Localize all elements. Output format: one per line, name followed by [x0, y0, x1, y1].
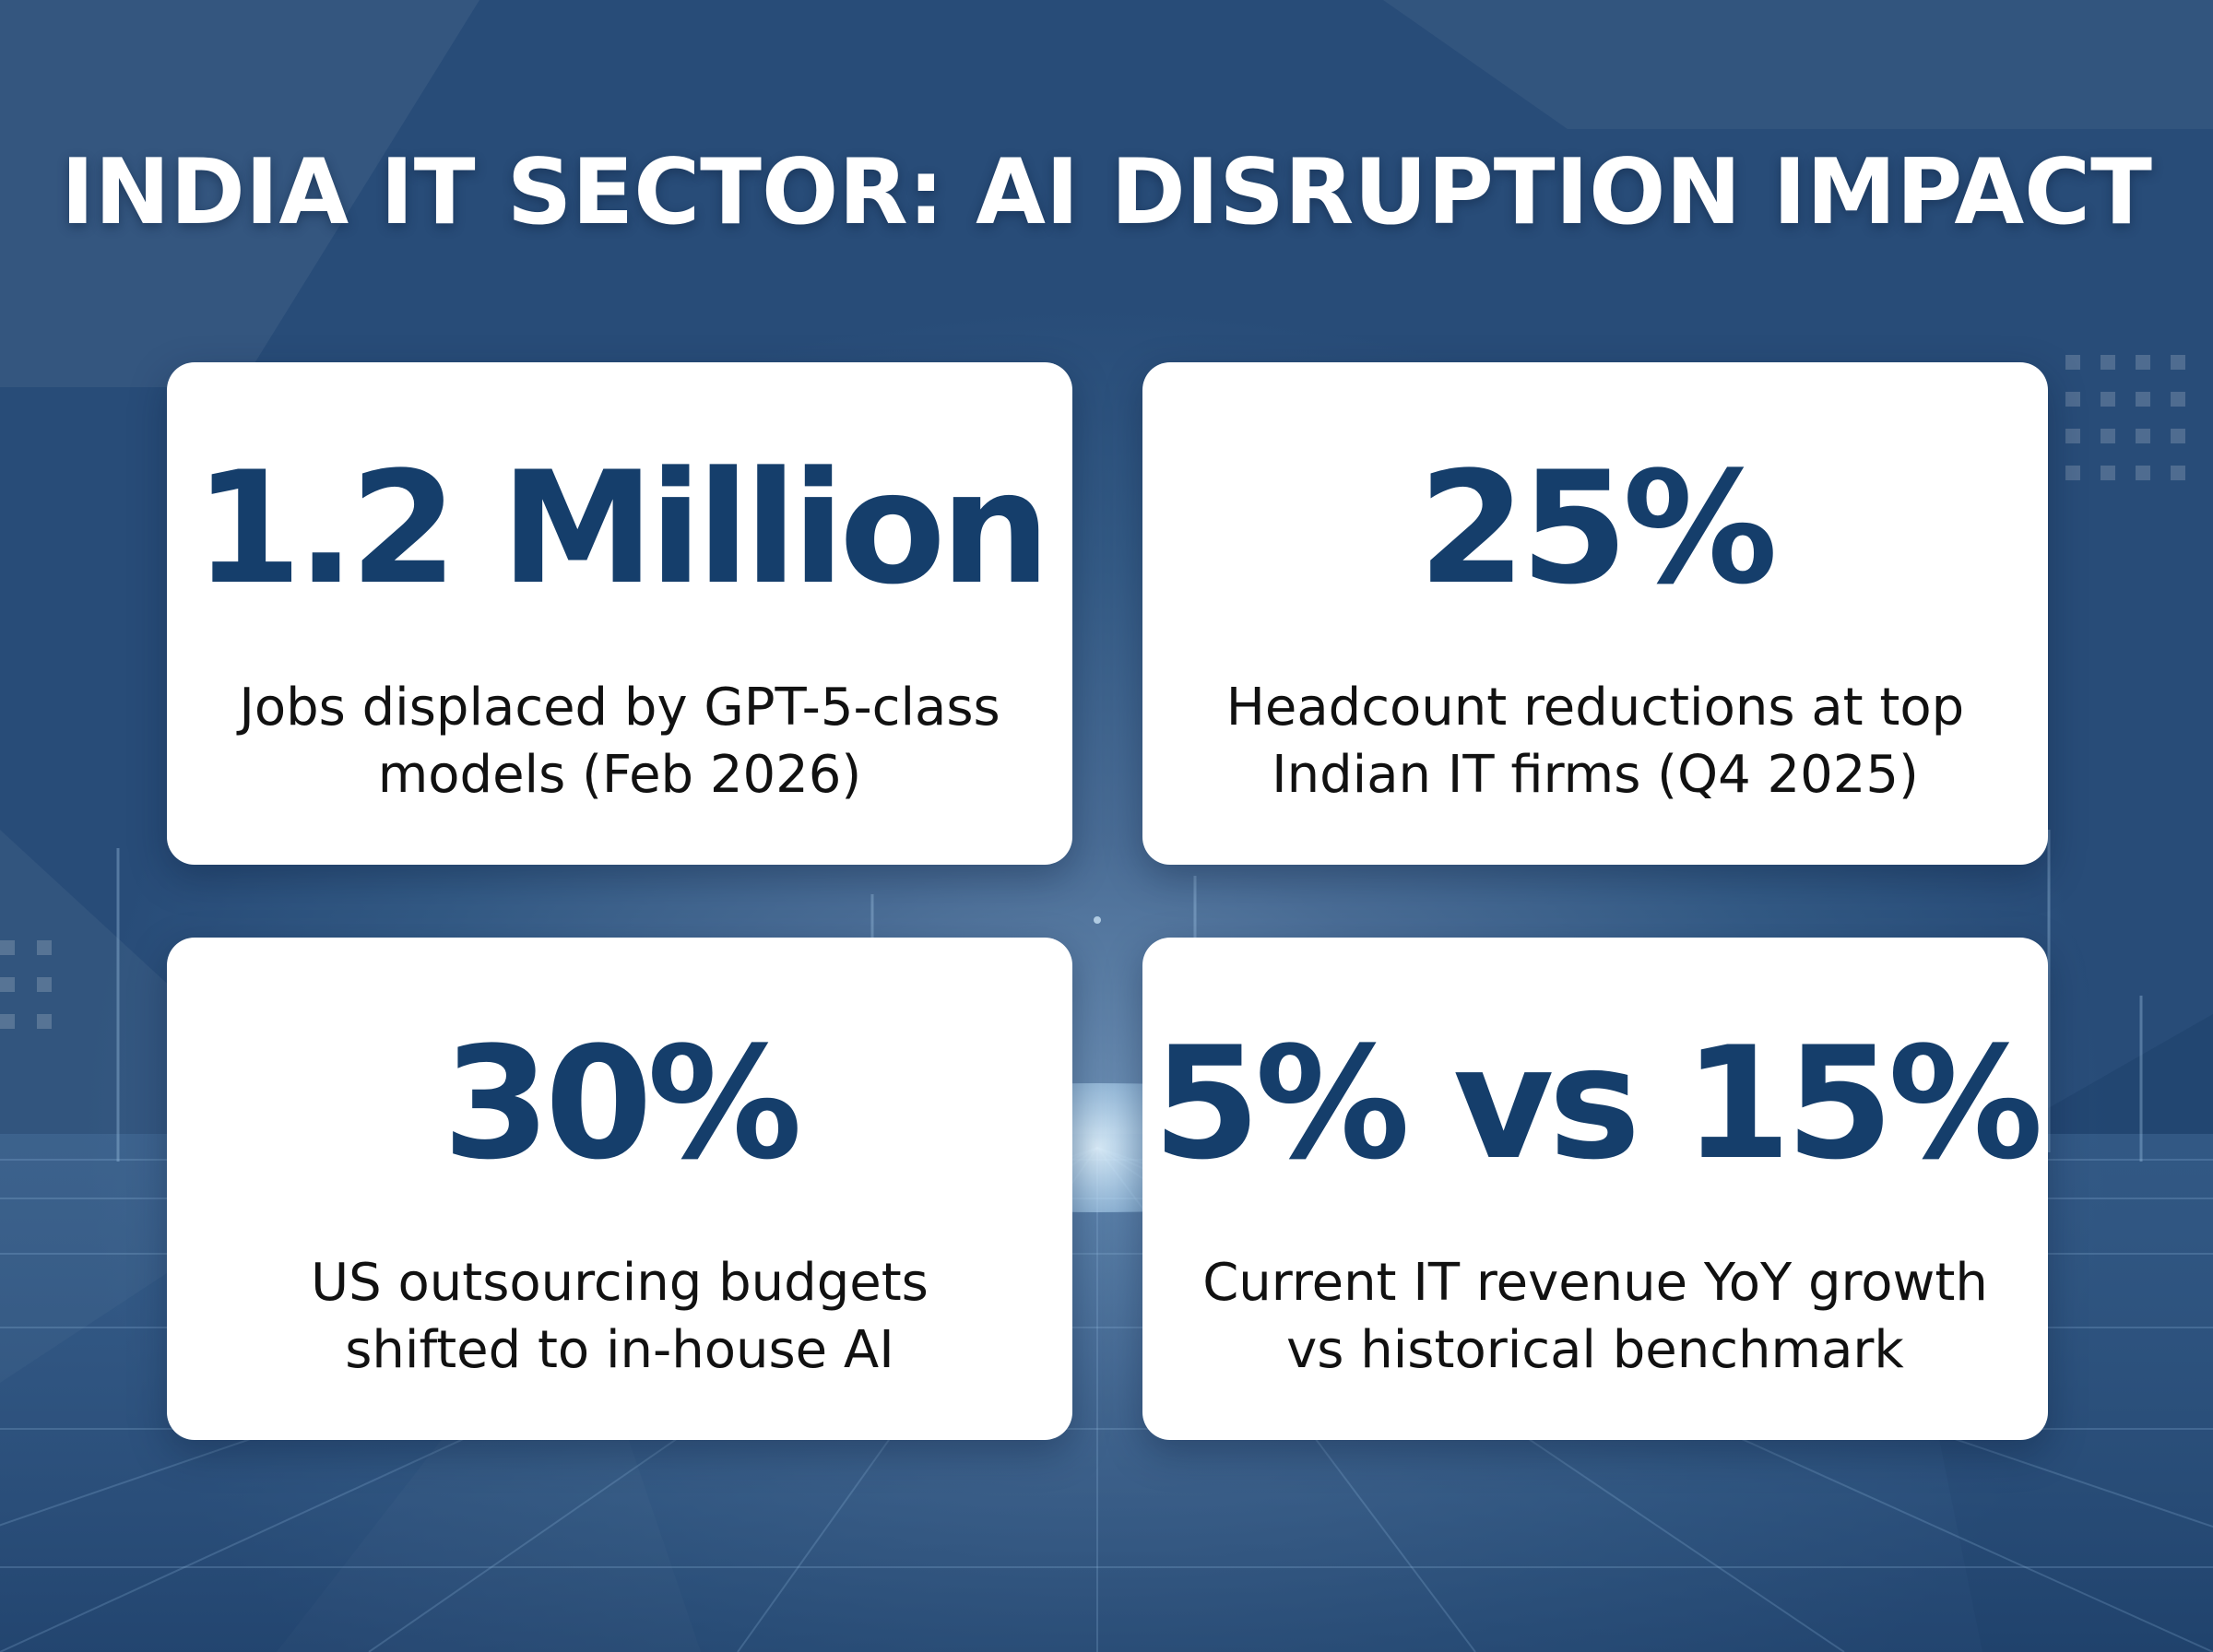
- stat-value: 1.2 Million: [194, 438, 1051, 619]
- stat-description-line: US outsourcing budgets: [311, 1253, 929, 1313]
- stat-description-line: Headcount reductions at top: [1225, 678, 1965, 738]
- stat-value: 30%: [442, 1013, 802, 1194]
- stat-card-revenue-growth: 5% vs 15% Current IT revenue YoY growth …: [1142, 938, 2048, 1440]
- stat-description-line: vs historical benchmark: [1286, 1320, 1904, 1380]
- stat-card-jobs-displaced: 1.2 Million Jobs displaced by GPT-5-clas…: [167, 362, 1072, 865]
- page-title: INDIA IT SECTOR: AI DISRUPTION IMPACT: [61, 140, 2152, 245]
- stat-description-line: Current IT revenue YoY growth: [1202, 1253, 1988, 1313]
- stat-description-line: models (Feb 2026): [377, 745, 862, 805]
- stat-description: US outsourcing budgets shifted to in-hou…: [205, 1249, 1035, 1384]
- stat-description: Jobs displaced by GPT-5-class models (Fe…: [205, 674, 1035, 808]
- stat-description-line: Jobs displaced by GPT-5-class: [239, 678, 1000, 738]
- stat-value: 5% vs 15%: [1153, 1013, 2043, 1194]
- stat-card-headcount-reductions: 25% Headcount reductions at top Indian I…: [1142, 362, 2048, 865]
- stat-description-line: Indian IT firms (Q4 2025): [1272, 745, 1919, 805]
- stat-value: 25%: [1417, 438, 1778, 619]
- stat-description: Headcount reductions at top Indian IT fi…: [1180, 674, 2010, 808]
- stat-description: Current IT revenue YoY growth vs histori…: [1180, 1249, 2010, 1384]
- stat-card-outsourcing-budgets: 30% US outsourcing budgets shifted to in…: [167, 938, 1072, 1440]
- stat-description-line: shifted to in-house AI: [345, 1320, 894, 1380]
